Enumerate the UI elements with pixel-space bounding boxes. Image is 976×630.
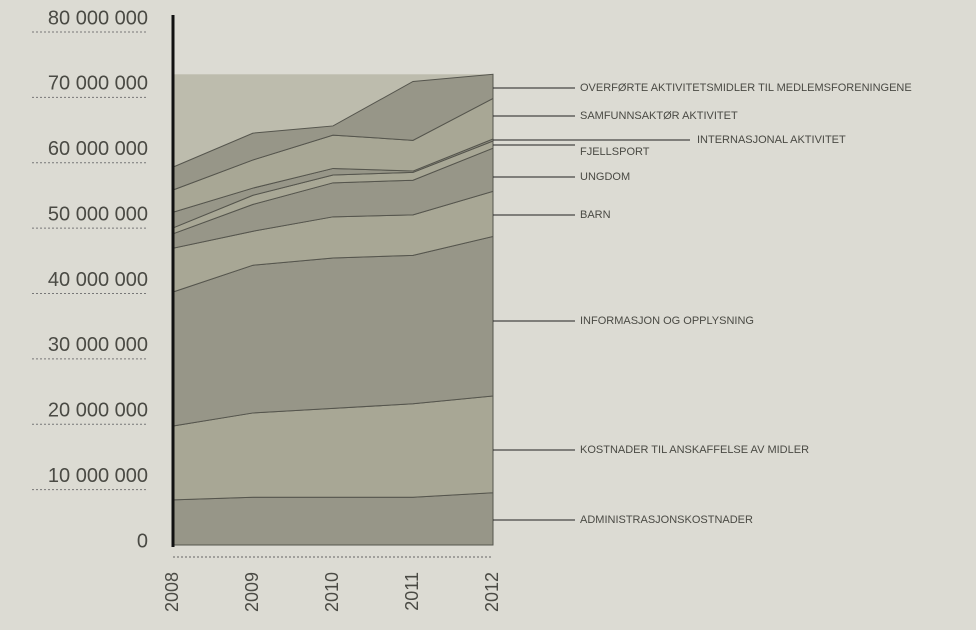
area xyxy=(172,73,494,191)
x-tick-label: 2009 xyxy=(242,572,262,612)
y-tick-label: 10 000 000 xyxy=(48,465,148,487)
legend-label: BARN xyxy=(580,209,611,221)
y-tick-label: 20 000 000 xyxy=(48,400,148,422)
legend-label: OVERFØRTE AKTIVITETSMIDLER TIL MEDLEMSFO… xyxy=(580,82,912,94)
y-tick-label: 60 000 000 xyxy=(48,138,148,160)
x-tick-label: 2012 xyxy=(482,572,502,612)
x-tick-label: 2008 xyxy=(162,572,182,612)
legend-label: KOSTNADER TIL ANSKAFFELSE AV MIDLER xyxy=(580,444,809,456)
y-tick-label: 80 000 000 xyxy=(48,7,148,29)
legend-label: ADMINISTRASJONSKOSTNADER xyxy=(580,514,753,526)
legend-label: SAMFUNNSAKTØR AKTIVITET xyxy=(580,110,738,122)
legend-label: FJELLSPORT xyxy=(580,146,650,158)
x-tick-label: 2011 xyxy=(402,572,422,611)
legend-label: INFORMASJON OG OPPLYSNING xyxy=(580,315,754,327)
y-tick-label: 0 xyxy=(137,530,148,552)
y-tick-label: 30 000 000 xyxy=(48,334,148,356)
y-tick-label: 70 000 000 xyxy=(48,73,148,95)
y-tick-label: 50 000 000 xyxy=(48,203,148,225)
y-tick-label: 40 000 000 xyxy=(48,269,148,291)
legend-label: UNGDOM xyxy=(580,171,630,183)
area xyxy=(172,492,494,546)
x-tick-label: 2010 xyxy=(322,572,342,612)
legend-label: INTERNASJONAL AKTIVITET xyxy=(697,134,846,146)
